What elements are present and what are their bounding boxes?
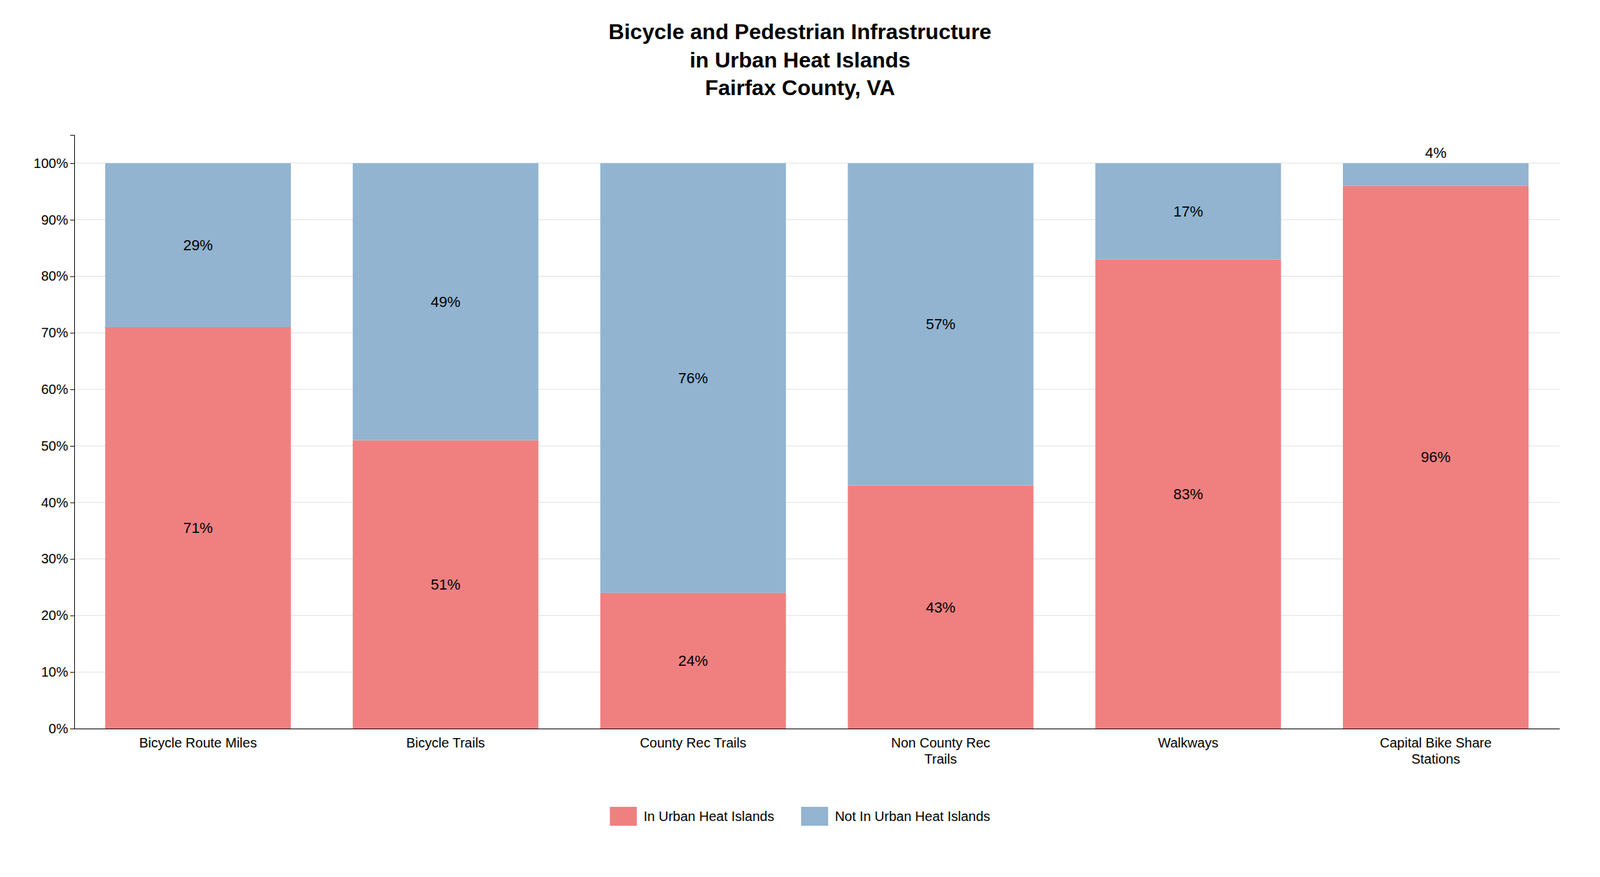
x-tick-label: Bicycle Route Miles — [139, 735, 258, 751]
bars — [105, 163, 1529, 729]
data-label: 29% — [182, 236, 213, 254]
y-tick-mark — [70, 615, 75, 617]
x-tick: Bicycle Route Miles — [139, 735, 258, 751]
data-label: 96% — [1421, 448, 1451, 466]
grid-line — [74, 558, 1560, 560]
y-tick: 60% — [41, 381, 75, 397]
data-label: 83% — [1173, 485, 1204, 503]
legend-item: Not In Urban Heat Islands — [801, 807, 990, 826]
data-label: 43% — [925, 599, 956, 617]
y-tick: 100% — [33, 155, 75, 171]
legend-item: In Urban Heat Islands — [610, 807, 775, 826]
x-tick-label: Capital Bike ShareStations — [1380, 735, 1493, 767]
x-tick: County Rec Trails — [639, 735, 747, 751]
data-label: 24% — [678, 652, 708, 670]
y-axis: 0% 10% 20% 30% 40% 50% 60% 70% 80% 90% 100% — [33, 135, 75, 737]
data-label: 57% — [925, 315, 956, 333]
y-tick: 70% — [41, 325, 75, 341]
data-label: 71% — [182, 519, 213, 537]
y-tick-mark — [70, 389, 75, 391]
x-tick: Non County RecTrails — [891, 735, 991, 767]
x-tick-label: Walkways — [1157, 735, 1219, 751]
y-tick-mark — [70, 276, 75, 278]
legend-swatch — [801, 807, 829, 826]
bar — [105, 163, 291, 328]
data-label: 51% — [430, 576, 461, 594]
bar — [847, 485, 1034, 729]
series — [105, 163, 1529, 594]
bar — [352, 163, 539, 441]
data-labels: 71% 51% 24% 43% 83% 96% 29% 49% 76% 57% 17% 4% — [182, 144, 1451, 670]
data-label: 76% — [678, 369, 708, 387]
bar — [1095, 259, 1281, 729]
bar — [1095, 163, 1281, 260]
bar — [1342, 185, 1529, 729]
y-tick: 30% — [41, 551, 75, 567]
y-tick-label: 100% — [33, 155, 69, 171]
y-tick: 50% — [41, 438, 75, 454]
y-tick-label: 40% — [41, 495, 69, 511]
y-tick-mark — [70, 163, 75, 164]
grid-line — [74, 389, 1560, 391]
y-tick: 20% — [41, 608, 75, 623]
y-tick-label: 0% — [48, 721, 69, 737]
y-tick-label: 90% — [41, 212, 69, 228]
y-tick-label: 70% — [41, 325, 69, 341]
grid-line — [74, 502, 1560, 503]
bar — [600, 163, 787, 594]
x-tick: Walkways — [1157, 735, 1219, 751]
bar — [1342, 163, 1529, 187]
bar — [600, 593, 787, 729]
grid-line — [74, 219, 1560, 220]
grid — [74, 163, 1560, 729]
grid-line — [74, 332, 1560, 334]
y-tick: 80% — [41, 268, 75, 284]
legend-swatch — [610, 807, 638, 826]
bar — [105, 327, 291, 729]
bar — [352, 440, 539, 729]
y-tick-label: 50% — [41, 438, 69, 454]
grid-line — [74, 276, 1560, 277]
grid-line — [74, 445, 1560, 447]
y-tick-label: 30% — [41, 551, 69, 567]
y-tick-label: 80% — [41, 268, 69, 284]
grid-line — [74, 728, 1560, 730]
y-tick-mark — [70, 502, 75, 504]
bar — [847, 163, 1034, 486]
y-tick: 40% — [41, 495, 75, 511]
data-label: 17% — [1173, 203, 1204, 220]
y-tick: 0% — [48, 721, 75, 737]
legend-label: In Urban Heat Islands — [643, 809, 775, 824]
y-tick-label: 20% — [41, 608, 69, 623]
x-axis-line — [74, 728, 1561, 730]
grid-line — [74, 615, 1560, 617]
data-label: 49% — [430, 293, 461, 311]
plot: 71% 51% 24% 43% 83% 96% 29% 49% 76% 57% 17% 4% 0% 10%… — [33, 135, 1561, 768]
y-tick: 10% — [41, 664, 75, 680]
y-tick-label: 10% — [41, 664, 69, 680]
series — [105, 185, 1529, 729]
y-axis-line — [70, 135, 75, 730]
x-tick-label: Bicycle Trails — [406, 735, 486, 751]
y-tick-mark — [70, 332, 75, 334]
y-tick-mark — [70, 672, 75, 673]
y-tick: 90% — [41, 212, 75, 228]
x-tick-label: Non County RecTrails — [891, 735, 991, 767]
title: Bicycle and Pedestrian Infrastructurein … — [608, 19, 992, 100]
data-label: 4% — [1425, 144, 1447, 162]
y-tick-mark — [70, 446, 75, 447]
y-tick-mark — [70, 219, 75, 221]
grid-line — [74, 672, 1560, 673]
chart: Bicycle and Pedestrian Infrastructurein … — [0, 0, 1600, 877]
x-tick: Capital Bike ShareStations — [1380, 735, 1493, 767]
legend: In Urban Heat Islands Not In Urban Heat I… — [610, 807, 991, 826]
y-tick-label: 60% — [41, 381, 69, 397]
x-tick-label: County Rec Trails — [639, 735, 747, 751]
grid-line — [74, 162, 1560, 164]
x-tick: Bicycle Trails — [406, 735, 486, 751]
x-axis: Bicycle Route Miles Bicycle Trails County … — [74, 729, 1561, 768]
y-tick-mark — [70, 559, 75, 561]
legend-label: Not In Urban Heat Islands — [834, 809, 990, 824]
y-tick-mark — [70, 728, 75, 730]
